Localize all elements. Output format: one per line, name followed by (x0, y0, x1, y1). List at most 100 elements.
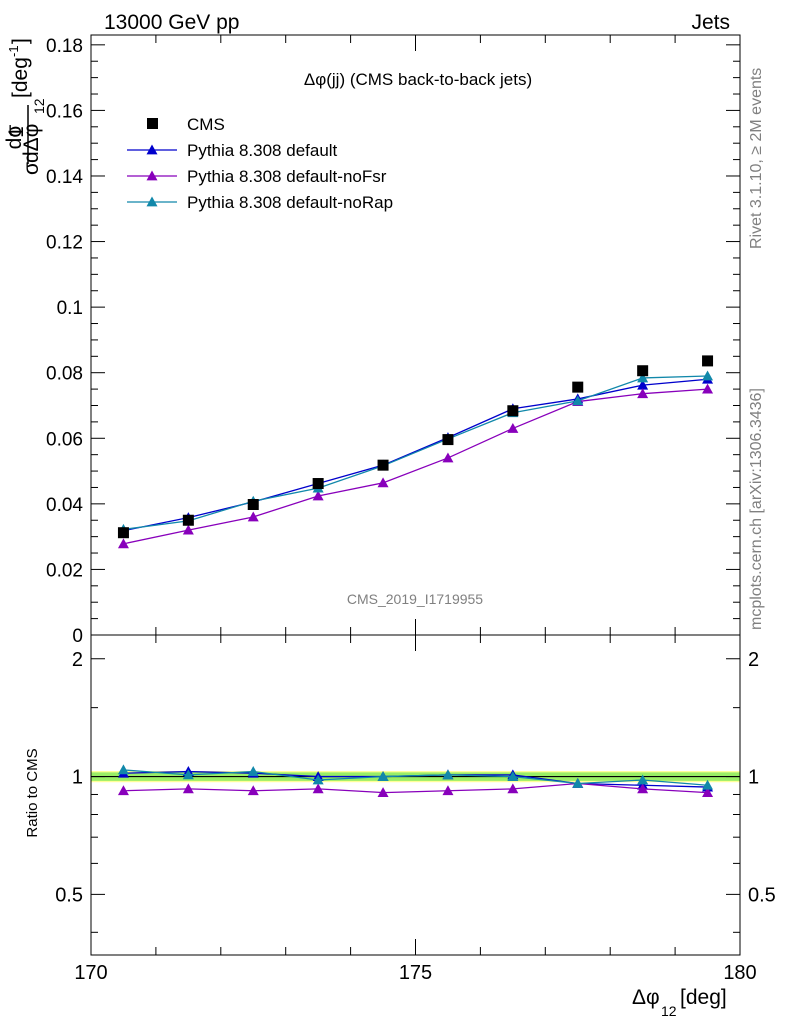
ratio-series-2-point (117, 785, 129, 796)
ratio-y-tick-label-left: 2 (72, 649, 83, 671)
ratio-y-tick-label-right: 1 (748, 767, 759, 789)
series-3-point (702, 370, 714, 381)
plot-title: Δφ(jj) (CMS back-to-back jets) (304, 70, 532, 89)
ratio-series-3-point (702, 779, 714, 790)
series-2-point (247, 511, 259, 522)
series-2-point (117, 538, 129, 549)
series-line-2 (123, 388, 708, 545)
main-plot: 0 0.02 0.04 0.06 0.08 0.1 0.12 0.14 0.16 0.18 Δφ(… (46, 34, 741, 647)
cms-data-point (572, 381, 584, 393)
series-2-point (312, 490, 324, 501)
legend-label-1: Pythia 8.308 default (187, 141, 338, 160)
main-y-tick-label: 0.1 (57, 298, 83, 319)
ratio-series-2-point (247, 785, 259, 796)
cms-data-point (247, 499, 259, 511)
y-label-prefix: 1 (5, 126, 28, 138)
x-label-unit: [deg] (680, 986, 727, 1009)
series-2-point (637, 388, 649, 399)
ratio-y-label: Ratio to CMS (24, 748, 41, 837)
legend-marker-3 (146, 196, 158, 207)
y-label-den-sub: 12 (31, 98, 47, 114)
y-label-den: dΔφ (20, 124, 43, 163)
cms-data-point (377, 459, 389, 471)
cms-data-point (442, 434, 454, 446)
y-label-unit-sup: -1 (6, 45, 21, 57)
ratio-series-2-point (442, 785, 454, 796)
cms-data-point (117, 527, 129, 539)
ratio-line-2 (123, 782, 708, 794)
ratio-series-2-point (507, 783, 519, 794)
series-line-1 (123, 378, 708, 532)
watermark-label: CMS_2019_I1719955 (347, 591, 483, 607)
ratio-series-3-point (377, 771, 389, 781)
main-y-tick-label: 0.02 (46, 560, 83, 581)
ratio-series-3-point (312, 774, 324, 785)
ratio-line-3 (123, 769, 708, 786)
main-y-tick-label: 0.06 (46, 429, 83, 450)
legend-label-2: Pythia 8.308 default-noFsr (187, 167, 387, 186)
y-label-num: dσ (3, 125, 26, 150)
y-label-den-sigma: σ (20, 162, 43, 175)
header-left: 13000 GeV pp (104, 11, 239, 34)
x-tick-label: 175 (399, 962, 432, 984)
header-right: Jets (691, 11, 730, 34)
series-3-point (572, 395, 584, 406)
main-y-tick-label: 0.04 (46, 495, 83, 516)
x-label-main: Δφ (632, 986, 660, 1009)
legend-marker-2 (146, 170, 158, 181)
series-2-point (442, 452, 454, 463)
x-label-sub: 12 (661, 1003, 677, 1019)
main-y-tick-label: 0.18 (46, 36, 83, 57)
legend-label-3: Pythia 8.308 default-noRap (187, 193, 393, 212)
ratio-series-group (117, 764, 714, 797)
ratio-series-3-point (442, 769, 454, 780)
series-3-point (637, 372, 649, 383)
cms-data-point (182, 514, 194, 526)
series-2-point (702, 383, 714, 394)
ratio-series-2-point (702, 787, 714, 797)
y-label-unit-close: ] (9, 38, 32, 44)
ratio-y-tick-label-left: 1 (72, 767, 83, 789)
ratio-series-3-point (637, 774, 649, 785)
cms-data-point (507, 405, 519, 417)
x-tick-label: 180 (723, 962, 756, 984)
mcplots-label: mcplots.cern.ch [arXiv:1306.3436] (748, 388, 765, 630)
series-2-point (377, 477, 389, 488)
series-1-point (637, 379, 649, 390)
main-y-tick-label: 0.16 (46, 101, 83, 122)
ratio-y-tick-label-right: 0.5 (748, 884, 776, 906)
y-label-unit: [deg (9, 57, 32, 98)
series-line-3 (123, 375, 708, 531)
ratio-series-2-point (377, 787, 389, 797)
ratio-series-2-point (182, 783, 194, 794)
series-2-point (507, 422, 519, 433)
ratio-plot: 0.5 0.5 1 1 2 2 170 175 180 Ratio to CMS (24, 634, 776, 984)
main-y-tick-label: 0 (72, 626, 83, 647)
ratio-series-2-point (637, 783, 649, 794)
cms-data-point (312, 478, 324, 490)
series-2-point (182, 524, 194, 535)
main-y-axis: 0 0.02 0.04 0.06 0.08 0.1 0.12 0.14 0.16 0.18 (46, 36, 740, 647)
ratio-series-3-point (572, 778, 584, 788)
x-tick-label: 170 (74, 962, 107, 984)
x-axis-title: Δφ 12 [deg] (632, 986, 727, 1019)
rivet-label: Rivet 3.1.10, ≥ 2M events (748, 68, 765, 249)
ratio-y-tick-label-right: 2 (748, 649, 759, 671)
ratio-y-axis: 0.5 0.5 1 1 2 2 (55, 649, 776, 933)
legend-marker-1 (146, 144, 158, 155)
main-y-tick-label: 0.14 (46, 167, 83, 188)
ratio-series-3-point (182, 769, 194, 780)
legend: CMS Pythia 8.308 default Pythia 8.308 defa… (127, 115, 393, 212)
legend-label-cms: CMS (187, 115, 225, 134)
cms-data-point (637, 365, 649, 377)
main-series-group (117, 355, 714, 549)
y-axis-title: 1 dσ σ dΔφ 12 [deg -1 ] (3, 38, 47, 175)
legend-marker-cms (147, 118, 158, 129)
ratio-series-3-point (247, 766, 259, 776)
ratio-y-tick-label-left: 0.5 (55, 884, 83, 906)
ratio-series-3-point (507, 771, 519, 781)
cms-data-point (702, 355, 714, 367)
ratio-series-2-point (312, 783, 324, 794)
ratio-series-3-point (117, 764, 129, 775)
